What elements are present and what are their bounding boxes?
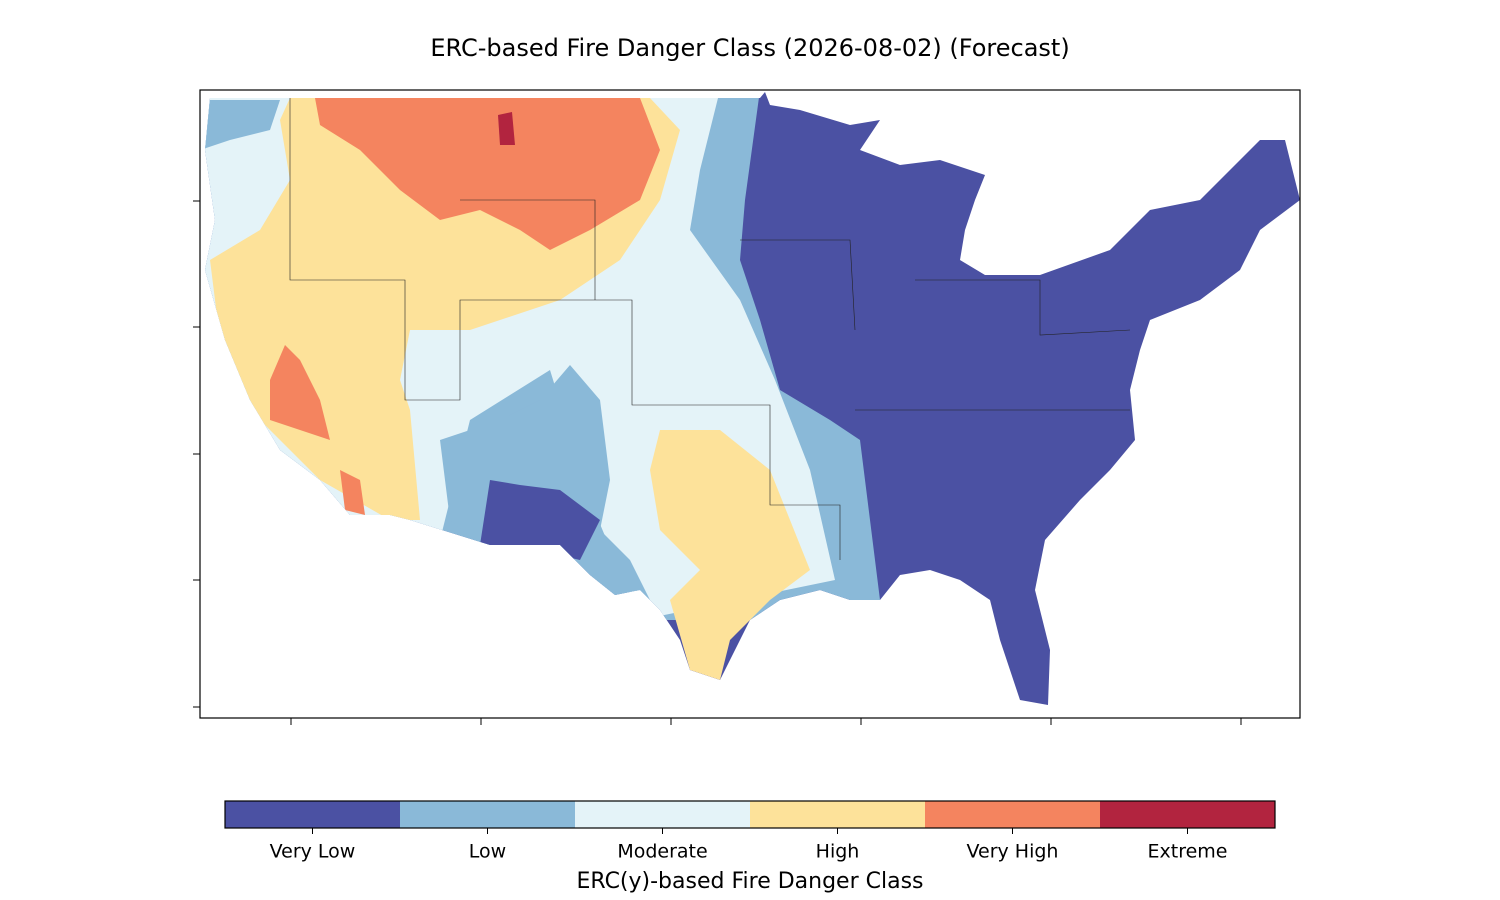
map-region [498, 112, 515, 145]
colorbar-segment [400, 801, 575, 828]
colorbar-segment [750, 801, 925, 828]
colorbar-tick-label: Very Low [270, 841, 356, 863]
colorbar: Very Low Low Moderate High Very High Extreme [224, 800, 1276, 863]
map-title: ERC-based Fire Danger Class (2026-08-02)… [430, 34, 1069, 62]
colorbar-segment [925, 801, 1100, 828]
map-region [270, 345, 330, 440]
map-region [340, 470, 365, 515]
colorbar-tick-label: Very High [967, 841, 1059, 863]
map-region [205, 100, 280, 150]
colorbar-frame [224, 800, 1276, 829]
colorbar-label: ERC(y)-based Fire Danger Class [576, 869, 923, 894]
colorbar-segment [1100, 801, 1275, 828]
map-region [480, 480, 600, 560]
colorbar-tick-label: Moderate [617, 841, 707, 863]
colorbar-segment [575, 801, 750, 828]
colorbar-tick-label: Extreme [1148, 841, 1228, 863]
axis-ticks [193, 200, 1242, 725]
map [205, 92, 1300, 705]
colorbar-tick-label: Low [469, 841, 506, 863]
colorbar-tick-label: High [816, 841, 860, 863]
colorbar-segment [225, 801, 400, 828]
map-frame [199, 89, 1301, 719]
map-region [315, 98, 660, 250]
